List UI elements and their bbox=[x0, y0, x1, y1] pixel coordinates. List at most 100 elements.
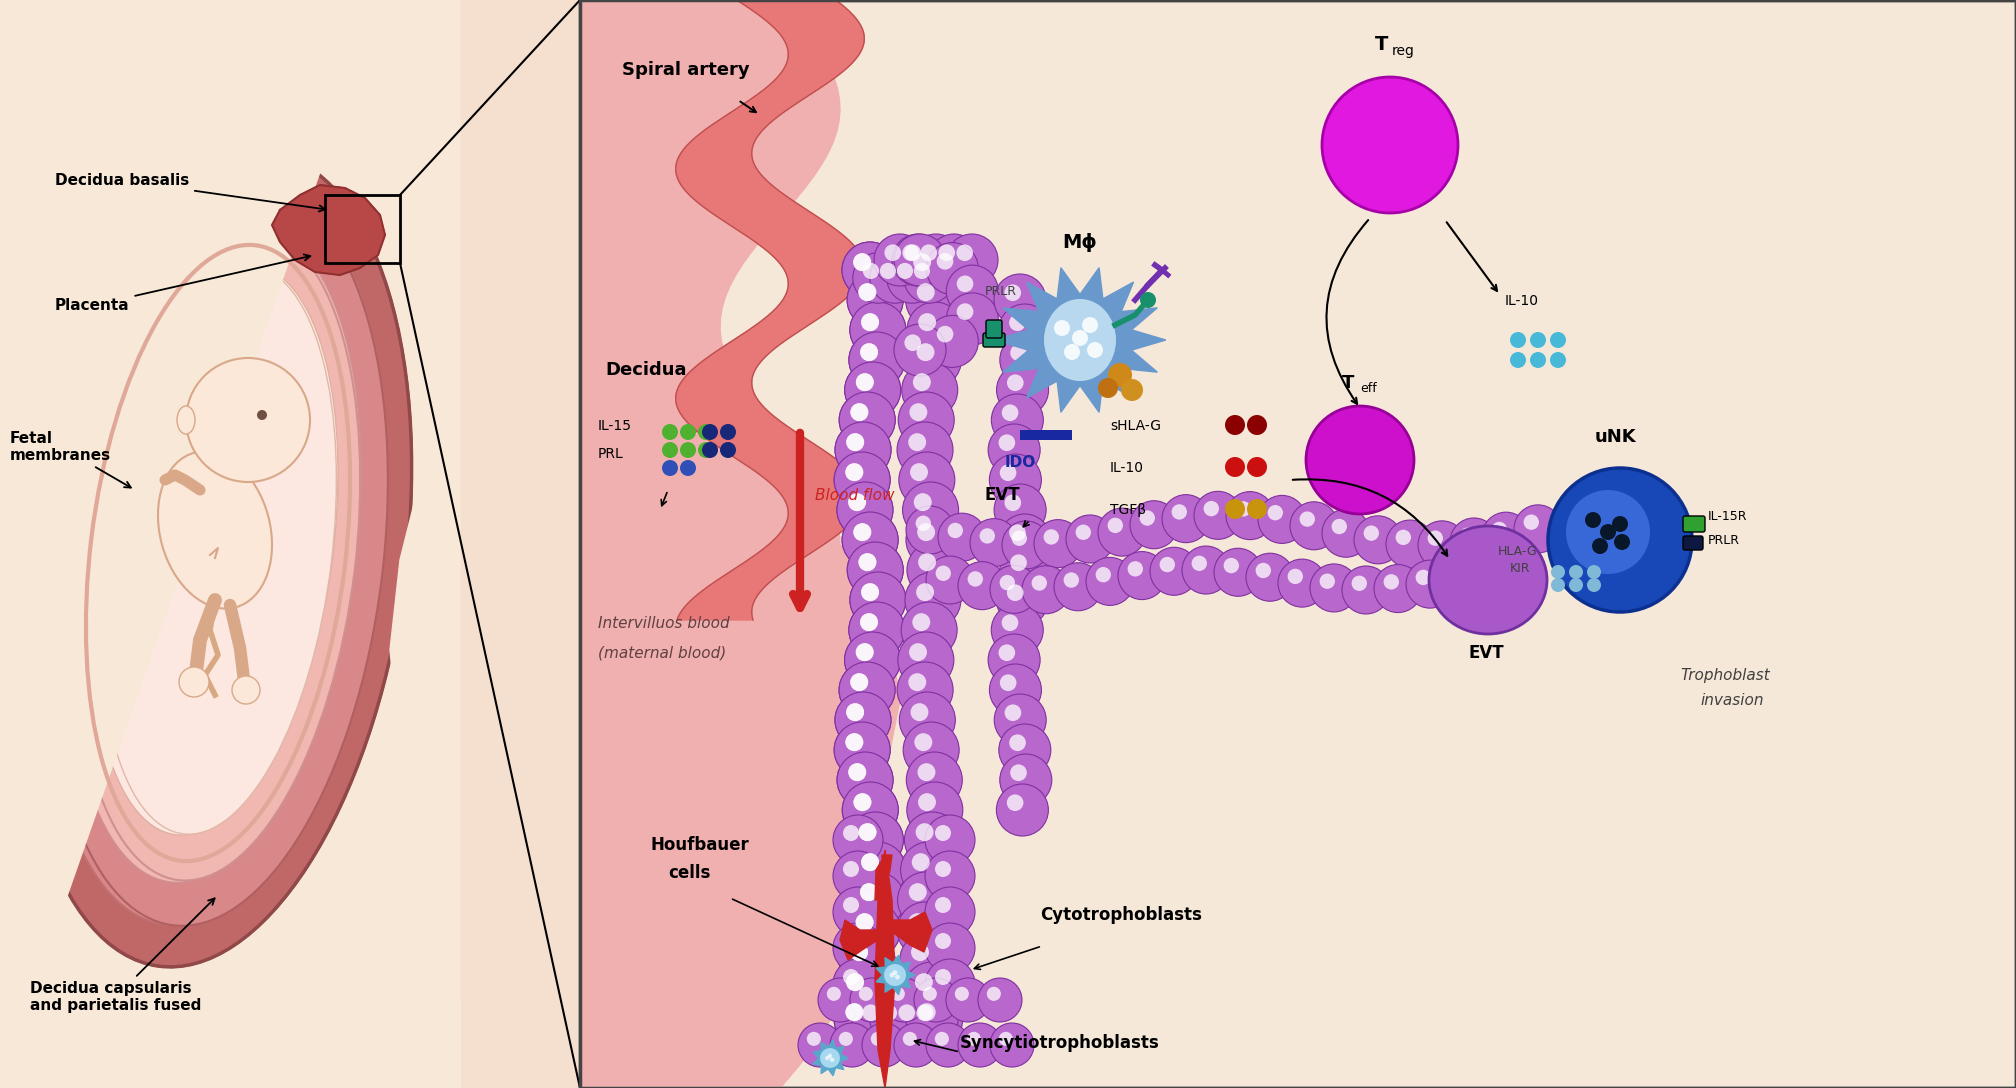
Circle shape bbox=[1615, 534, 1631, 551]
Polygon shape bbox=[0, 0, 460, 1088]
Circle shape bbox=[911, 943, 929, 961]
Circle shape bbox=[1550, 353, 1566, 368]
Circle shape bbox=[1064, 344, 1081, 360]
Circle shape bbox=[911, 703, 929, 721]
Circle shape bbox=[720, 424, 736, 440]
Circle shape bbox=[1530, 332, 1546, 348]
Circle shape bbox=[915, 973, 933, 991]
Circle shape bbox=[1363, 526, 1379, 541]
Circle shape bbox=[927, 234, 980, 286]
Circle shape bbox=[1006, 794, 1024, 811]
Text: IL-10: IL-10 bbox=[1111, 461, 1143, 475]
Circle shape bbox=[1601, 524, 1617, 540]
Circle shape bbox=[835, 452, 891, 508]
Circle shape bbox=[899, 392, 954, 448]
Circle shape bbox=[661, 460, 677, 477]
Text: Decidua capsularis
and parietalis fused: Decidua capsularis and parietalis fused bbox=[30, 899, 214, 1013]
Circle shape bbox=[990, 566, 1038, 614]
Circle shape bbox=[925, 923, 976, 973]
Circle shape bbox=[883, 978, 925, 1022]
Circle shape bbox=[925, 243, 978, 295]
Circle shape bbox=[847, 542, 903, 598]
Circle shape bbox=[1109, 363, 1133, 387]
Circle shape bbox=[903, 245, 919, 261]
Circle shape bbox=[851, 404, 869, 421]
Bar bbox=[581, 0, 2016, 1088]
Circle shape bbox=[1214, 548, 1262, 596]
Bar bbox=[325, 195, 399, 263]
Circle shape bbox=[1395, 530, 1411, 545]
Circle shape bbox=[859, 283, 877, 301]
Circle shape bbox=[843, 242, 897, 298]
Circle shape bbox=[911, 853, 929, 871]
Circle shape bbox=[1099, 508, 1145, 556]
Bar bbox=[1020, 430, 1073, 440]
Circle shape bbox=[1000, 544, 1052, 596]
Circle shape bbox=[853, 254, 871, 271]
Circle shape bbox=[1000, 574, 1014, 591]
Circle shape bbox=[907, 752, 962, 808]
Circle shape bbox=[849, 332, 905, 388]
Circle shape bbox=[917, 793, 935, 812]
Circle shape bbox=[946, 978, 990, 1022]
Circle shape bbox=[1585, 512, 1601, 528]
Circle shape bbox=[827, 987, 841, 1001]
Text: EVT: EVT bbox=[986, 486, 1020, 504]
Circle shape bbox=[853, 254, 871, 271]
Circle shape bbox=[851, 572, 905, 628]
Circle shape bbox=[958, 275, 974, 293]
FancyBboxPatch shape bbox=[984, 333, 1006, 347]
Ellipse shape bbox=[18, 153, 411, 967]
Circle shape bbox=[861, 614, 877, 631]
Circle shape bbox=[905, 272, 962, 327]
Circle shape bbox=[909, 883, 927, 901]
Circle shape bbox=[843, 861, 859, 877]
Circle shape bbox=[909, 234, 962, 286]
Circle shape bbox=[946, 293, 998, 345]
Circle shape bbox=[1000, 675, 1016, 691]
Circle shape bbox=[847, 703, 865, 721]
Circle shape bbox=[1054, 562, 1103, 610]
Circle shape bbox=[1139, 292, 1155, 308]
FancyBboxPatch shape bbox=[1683, 516, 1706, 532]
Circle shape bbox=[1514, 505, 1562, 553]
Circle shape bbox=[925, 556, 974, 604]
Circle shape bbox=[925, 851, 976, 901]
Polygon shape bbox=[855, 270, 885, 1021]
Circle shape bbox=[849, 332, 905, 388]
Text: IL-15: IL-15 bbox=[599, 419, 631, 433]
Polygon shape bbox=[841, 920, 879, 960]
Circle shape bbox=[702, 424, 718, 440]
Circle shape bbox=[1159, 557, 1175, 572]
Ellipse shape bbox=[1429, 526, 1546, 634]
Circle shape bbox=[845, 902, 901, 959]
Circle shape bbox=[907, 542, 964, 598]
Circle shape bbox=[1204, 500, 1220, 517]
Circle shape bbox=[845, 902, 901, 959]
Circle shape bbox=[1087, 557, 1133, 605]
Circle shape bbox=[917, 763, 935, 781]
Circle shape bbox=[1510, 332, 1526, 348]
Circle shape bbox=[909, 404, 927, 421]
Circle shape bbox=[899, 932, 956, 988]
Polygon shape bbox=[581, 0, 841, 1088]
Circle shape bbox=[839, 932, 895, 988]
Circle shape bbox=[1550, 565, 1564, 579]
Circle shape bbox=[968, 1031, 982, 1046]
Polygon shape bbox=[875, 850, 895, 1088]
Circle shape bbox=[978, 978, 1022, 1022]
Circle shape bbox=[835, 722, 891, 778]
Circle shape bbox=[859, 283, 877, 301]
Circle shape bbox=[875, 234, 925, 286]
Circle shape bbox=[1010, 734, 1026, 751]
Circle shape bbox=[893, 324, 946, 376]
Circle shape bbox=[818, 978, 863, 1022]
Circle shape bbox=[913, 254, 931, 271]
Circle shape bbox=[909, 913, 927, 931]
Circle shape bbox=[905, 506, 954, 554]
Circle shape bbox=[853, 793, 871, 812]
Circle shape bbox=[831, 1023, 875, 1067]
Circle shape bbox=[1073, 330, 1089, 346]
Circle shape bbox=[1322, 77, 1458, 213]
Circle shape bbox=[849, 493, 867, 511]
